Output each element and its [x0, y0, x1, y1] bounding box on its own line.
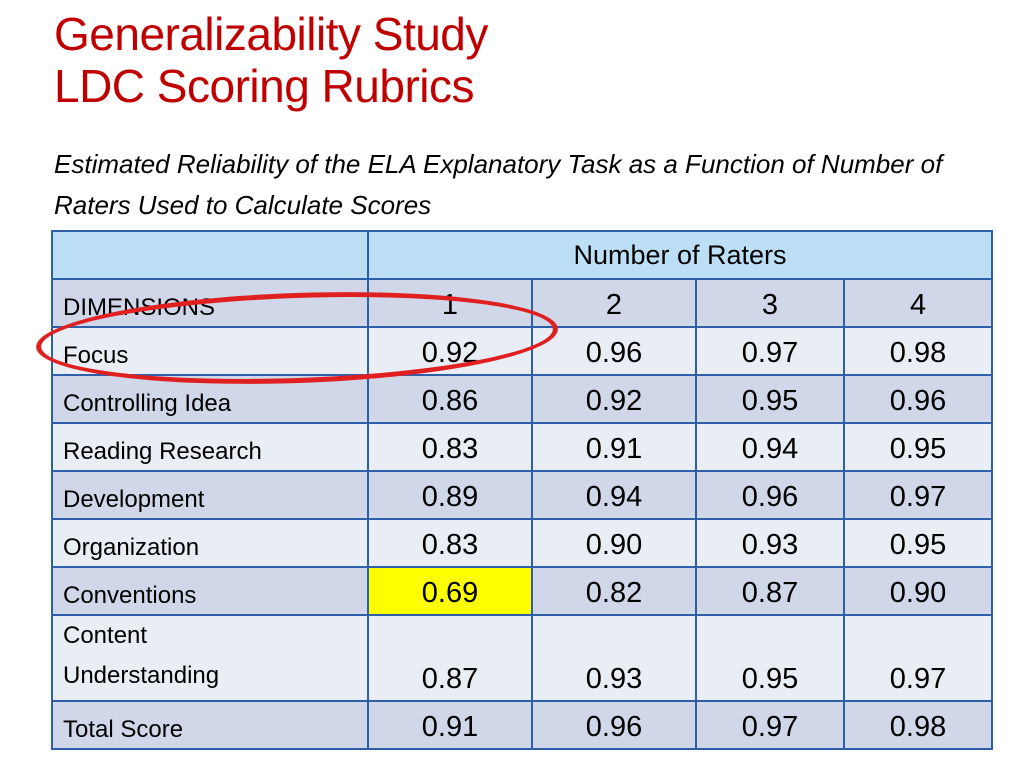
- reliability-table: Number of Raters DIMENSIONS 1 2 3 4 Focu…: [51, 230, 994, 750]
- table-cell: 0.94: [531, 470, 697, 520]
- column-header-2: 2: [531, 278, 697, 328]
- table-cell: 0.98: [842, 700, 994, 750]
- table-cell: 0.94: [695, 422, 845, 472]
- row-label: Content Understanding: [51, 614, 369, 702]
- table-cell: 0.91: [367, 700, 533, 750]
- row-label: Controlling Idea: [51, 374, 369, 424]
- table-cell: 0.97: [695, 700, 845, 750]
- table-cell: 0.82: [531, 566, 697, 616]
- row-label: Development: [51, 470, 369, 520]
- table-cell: 0.83: [367, 422, 533, 472]
- table-cell: 0.89: [367, 470, 533, 520]
- table-cell: 0.86: [367, 374, 533, 424]
- row-label: Conventions: [51, 566, 369, 616]
- table-cell: 0.90: [842, 566, 994, 616]
- table-cell: 0.97: [695, 326, 845, 376]
- table-row: Development 0.89 0.94 0.96 0.97: [51, 470, 994, 520]
- title-line-2: LDC Scoring Rubrics: [54, 60, 474, 112]
- row-label-line-1: Content: [63, 622, 148, 649]
- column-header-4: 4: [842, 278, 994, 328]
- table-group-header-row: Number of Raters: [51, 230, 994, 280]
- table-cell: 0.91: [531, 422, 697, 472]
- number-of-raters-header: Number of Raters: [366, 230, 994, 280]
- table-cell: 0.95: [695, 374, 845, 424]
- table-row: Conventions 0.69 0.82 0.87 0.90: [51, 566, 994, 616]
- table-cell: 0.96: [531, 326, 697, 376]
- column-header-3: 3: [695, 278, 845, 328]
- row-label: Organization: [51, 518, 369, 568]
- table-row: Organization 0.83 0.90 0.93 0.95: [51, 518, 994, 568]
- table-column-header-row: DIMENSIONS 1 2 3 4: [51, 278, 994, 328]
- table-cell: 0.95: [695, 614, 845, 702]
- table-cell: 0.93: [695, 518, 845, 568]
- table-cell: 0.95: [842, 518, 994, 568]
- table-row: Reading Research 0.83 0.91 0.94 0.95: [51, 422, 994, 472]
- table-cell: 0.95: [842, 422, 994, 472]
- table-cell: 0.83: [367, 518, 533, 568]
- table-cell: 0.93: [531, 614, 697, 702]
- table-cell: 0.87: [695, 566, 845, 616]
- dimensions-header: DIMENSIONS: [51, 278, 369, 328]
- highlighted-cell: 0.69: [367, 566, 533, 616]
- table-cell: 0.96: [842, 374, 994, 424]
- table-cell: 0.87: [367, 614, 533, 702]
- row-label: Reading Research: [51, 422, 369, 472]
- table-cell: 0.96: [695, 470, 845, 520]
- table-cell: 0.97: [842, 470, 994, 520]
- table-corner-cell: [51, 230, 369, 280]
- table-row: Total Score 0.91 0.96 0.97 0.98: [51, 700, 994, 750]
- row-label-line-2: Understanding: [63, 662, 220, 689]
- row-label: Total Score: [51, 700, 369, 750]
- subtitle: Estimated Reliability of the ELA Explana…: [54, 149, 943, 220]
- page-title: Generalizability Study LDC Scoring Rubri…: [54, 8, 488, 112]
- table-cell: 0.92: [531, 374, 697, 424]
- table-cell: 0.96: [531, 700, 697, 750]
- table-row: Content Understanding 0.87 0.93 0.95 0.9…: [51, 614, 994, 702]
- column-header-1: 1: [367, 278, 533, 328]
- table-cell: 0.90: [531, 518, 697, 568]
- table-cell: 0.97: [842, 614, 994, 702]
- table-row: Focus 0.92 0.96 0.97 0.98: [51, 326, 994, 376]
- table-cell: 0.98: [842, 326, 994, 376]
- table-cell: 0.92: [367, 326, 533, 376]
- table-row: Controlling Idea 0.86 0.92 0.95 0.96: [51, 374, 994, 424]
- row-label: Focus: [51, 326, 369, 376]
- title-line-1: Generalizability Study: [54, 8, 488, 60]
